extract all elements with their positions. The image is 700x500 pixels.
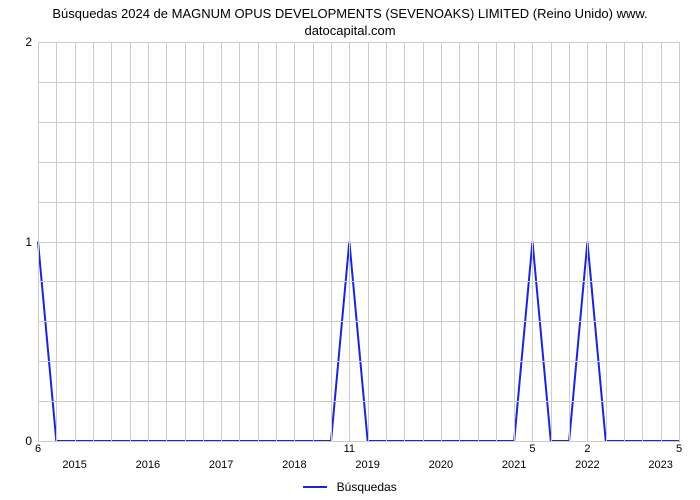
- gridline-v: [551, 42, 552, 441]
- x-tick-label: 2015: [62, 459, 86, 471]
- gridline-v: [111, 42, 112, 441]
- legend-label: Búsquedas: [337, 480, 397, 494]
- chart-title-line2: datocapital.com: [304, 23, 395, 38]
- gridline-v: [661, 42, 662, 441]
- data-point-label: 5: [529, 443, 535, 455]
- gridline-v: [587, 42, 588, 441]
- gridline-v: [313, 42, 314, 441]
- chart-area: 0122015201620172018201920202021202220236…: [38, 42, 680, 442]
- x-tick-label: 2017: [209, 459, 233, 471]
- gridline-v: [349, 42, 350, 441]
- x-tick-label: 2021: [502, 459, 526, 471]
- gridline-v: [368, 42, 369, 441]
- gridline-v: [624, 42, 625, 441]
- gridline-h: [38, 441, 679, 442]
- gridline-h: [38, 242, 679, 243]
- chart-title: Búsquedas 2024 de MAGNUM OPUS DEVELOPMEN…: [0, 0, 700, 42]
- y-tick-label: 0: [25, 434, 32, 448]
- gridline-v: [239, 42, 240, 441]
- gridline-v: [203, 42, 204, 441]
- x-tick-label: 2019: [355, 459, 379, 471]
- gridline-v: [38, 42, 39, 441]
- y-tick-label: 2: [25, 35, 32, 49]
- gridline-h: [38, 321, 679, 322]
- gridline-v: [404, 42, 405, 441]
- gridline-v: [441, 42, 442, 441]
- legend: Búsquedas: [0, 479, 700, 494]
- data-point-label: 5: [676, 443, 682, 455]
- gridline-h: [38, 401, 679, 402]
- gridline-v: [294, 42, 295, 441]
- y-tick-label: 1: [25, 235, 32, 249]
- gridline-v: [478, 42, 479, 441]
- gridline-v: [386, 42, 387, 441]
- gridline-v: [276, 42, 277, 441]
- gridline-v: [532, 42, 533, 441]
- x-tick-label: 2022: [575, 459, 599, 471]
- gridline-h: [38, 42, 679, 43]
- gridline-h: [38, 122, 679, 123]
- gridline-v: [642, 42, 643, 441]
- gridline-v: [514, 42, 515, 441]
- legend-swatch: [303, 486, 327, 488]
- gridline-v: [679, 42, 680, 441]
- gridline-v: [166, 42, 167, 441]
- gridline-v: [130, 42, 131, 441]
- gridline-v: [75, 42, 76, 441]
- gridline-h: [38, 202, 679, 203]
- plot-area: 0122015201620172018201920202021202220236…: [38, 42, 680, 442]
- gridline-v: [606, 42, 607, 441]
- gridline-v: [56, 42, 57, 441]
- gridline-v: [258, 42, 259, 441]
- gridline-v: [423, 42, 424, 441]
- x-tick-label: 2018: [282, 459, 306, 471]
- gridline-h: [38, 82, 679, 83]
- data-point-label: 11: [344, 443, 355, 455]
- gridline-v: [569, 42, 570, 441]
- gridline-v: [93, 42, 94, 441]
- gridline-v: [221, 42, 222, 441]
- x-tick-label: 2016: [136, 459, 160, 471]
- x-tick-label: 2020: [429, 459, 453, 471]
- gridline-v: [185, 42, 186, 441]
- gridline-v: [459, 42, 460, 441]
- gridline-h: [38, 162, 679, 163]
- gridline-v: [496, 42, 497, 441]
- data-point-label: 2: [584, 443, 590, 455]
- gridline-h: [38, 361, 679, 362]
- data-point-label: 6: [35, 443, 41, 455]
- x-tick-label: 2023: [648, 459, 672, 471]
- gridline-v: [331, 42, 332, 441]
- gridline-v: [148, 42, 149, 441]
- gridline-h: [38, 281, 679, 282]
- chart-title-line1: Búsquedas 2024 de MAGNUM OPUS DEVELOPMEN…: [52, 6, 647, 21]
